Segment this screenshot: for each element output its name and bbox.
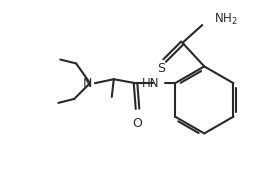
Text: HN: HN [142,77,159,90]
Text: S: S [157,62,165,75]
Text: N: N [83,77,92,90]
Text: NH$_2$: NH$_2$ [214,12,238,27]
Text: O: O [133,117,143,130]
